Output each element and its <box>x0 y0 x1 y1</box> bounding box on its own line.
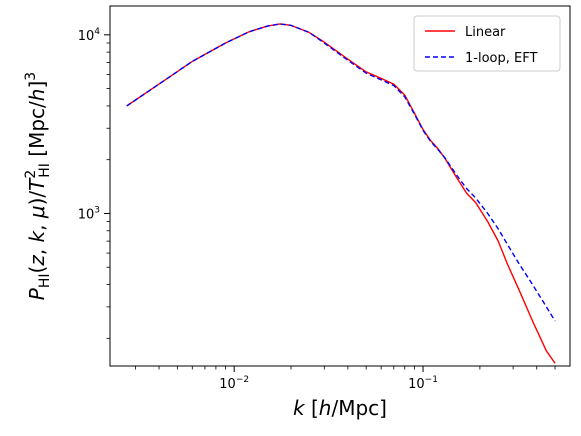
legend: Linear 1-loop, EFT <box>413 15 561 72</box>
y-axis-label: PHI(z, k, μ)/T2HI [Mpc/h]3 <box>23 72 53 300</box>
y-tick-label-0: 103 <box>78 205 100 222</box>
legend-label-1-loop-eft: 1-loop, EFT <box>465 51 537 66</box>
series-line-1-loop-eft <box>126 23 556 322</box>
y-tick-label-1: 104 <box>78 27 101 44</box>
x-tick-label-0: 10−2 <box>219 375 249 392</box>
legend-label-linear: Linear <box>465 25 506 40</box>
x-axis-label: k [h/Mpc] <box>293 396 387 420</box>
axes-frame <box>109 5 571 367</box>
axis-ticks: 10−2 10−1 103 104 <box>78 27 556 392</box>
x-tick-label-1: 10−1 <box>408 375 438 392</box>
plot-area <box>126 23 556 364</box>
